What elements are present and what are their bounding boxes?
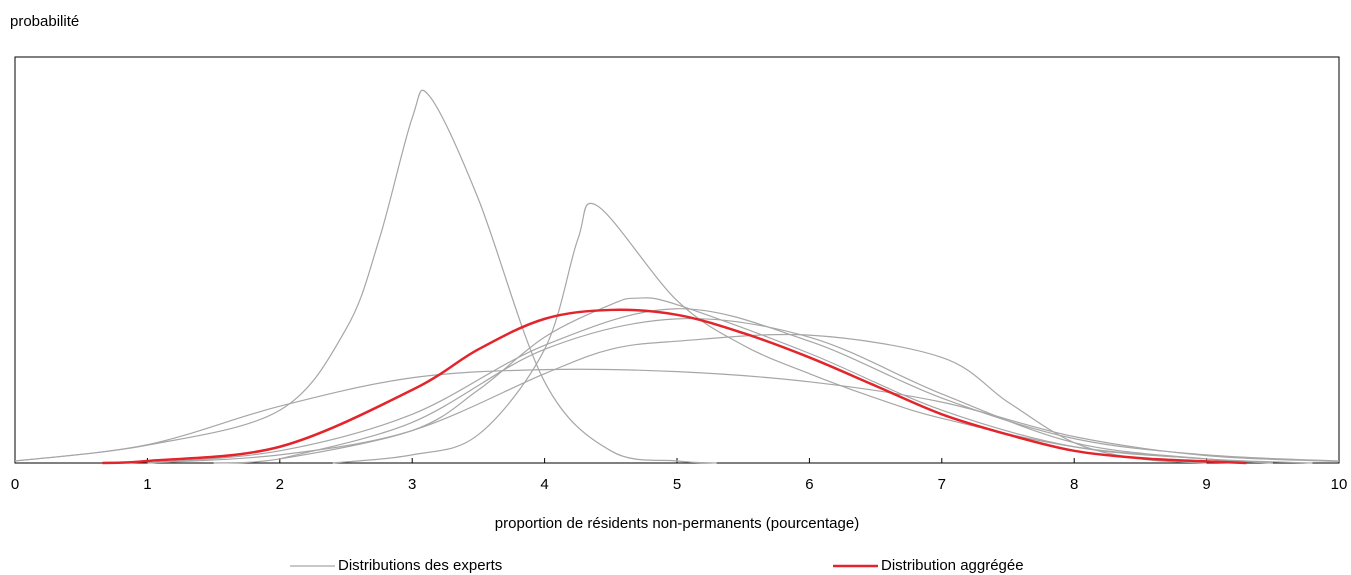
legend-label: Distributions des experts xyxy=(338,557,502,574)
density-curve xyxy=(147,333,1207,464)
x-tick-label: 5 xyxy=(673,476,681,493)
density-curve xyxy=(147,308,1340,464)
x-tick-label: 3 xyxy=(408,476,416,493)
x-axis-label: proportion de résidents non-permanents (… xyxy=(495,515,859,532)
x-tick-label: 1 xyxy=(143,476,151,493)
density-curve xyxy=(14,368,1340,462)
x-tick-label: 2 xyxy=(276,476,284,493)
density-curve xyxy=(332,202,1313,464)
y-axis-label: probabilité xyxy=(10,13,79,30)
density-curve xyxy=(279,317,1273,464)
density-curve xyxy=(14,89,717,464)
x-tick-label: 9 xyxy=(1202,476,1210,493)
x-tick-label: 10 xyxy=(1331,476,1348,493)
x-tick-label: 4 xyxy=(540,476,548,493)
density-curve xyxy=(102,308,1247,465)
x-tick-label: 7 xyxy=(938,476,946,493)
x-tick-label: 8 xyxy=(1070,476,1078,493)
x-tick-label: 0 xyxy=(11,476,19,493)
legend-label: Distribution aggrégée xyxy=(881,557,1024,574)
density-curve xyxy=(213,297,1273,464)
x-tick-label: 6 xyxy=(805,476,813,493)
plot-frame xyxy=(14,56,1340,464)
